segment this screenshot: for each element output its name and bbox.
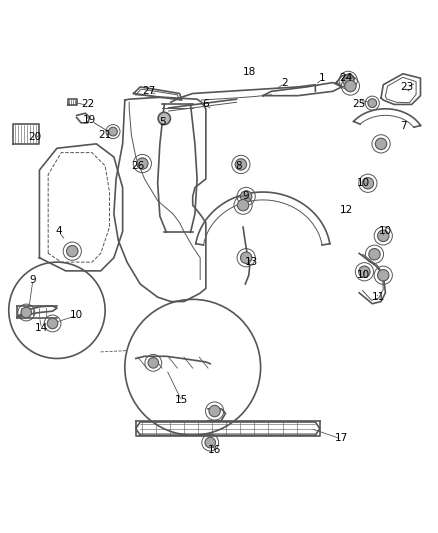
Circle shape	[237, 199, 249, 211]
Text: 8: 8	[235, 161, 242, 171]
Text: 5: 5	[159, 117, 166, 127]
Text: 2: 2	[281, 77, 288, 87]
Circle shape	[148, 358, 159, 368]
Text: 19: 19	[83, 115, 96, 125]
Text: 27: 27	[142, 86, 155, 96]
Text: 10: 10	[357, 178, 370, 188]
Circle shape	[109, 127, 117, 136]
Text: 7: 7	[399, 122, 406, 131]
Text: 9: 9	[29, 274, 36, 285]
Text: 14: 14	[35, 323, 48, 333]
Circle shape	[137, 158, 148, 169]
Text: 22: 22	[81, 100, 94, 109]
Circle shape	[378, 270, 389, 281]
Text: 13: 13	[245, 257, 258, 267]
Circle shape	[47, 318, 58, 329]
Text: 23: 23	[401, 82, 414, 92]
Text: 24: 24	[339, 73, 353, 83]
Circle shape	[345, 80, 356, 92]
Circle shape	[378, 230, 389, 241]
Text: 10: 10	[379, 227, 392, 237]
Text: 26: 26	[131, 161, 145, 171]
Text: 17: 17	[335, 433, 348, 443]
Text: 4: 4	[56, 227, 63, 237]
Text: 6: 6	[202, 100, 209, 109]
Text: 11: 11	[372, 292, 385, 302]
Circle shape	[209, 405, 220, 417]
Circle shape	[21, 307, 32, 318]
Text: 25: 25	[353, 100, 366, 109]
Text: 18: 18	[243, 67, 256, 77]
Text: 15: 15	[175, 395, 188, 405]
Circle shape	[368, 99, 377, 108]
Circle shape	[359, 266, 370, 278]
Text: 16: 16	[208, 445, 221, 455]
Text: 20: 20	[28, 132, 42, 142]
Circle shape	[205, 437, 215, 448]
Text: 12: 12	[339, 205, 353, 215]
Circle shape	[67, 246, 78, 257]
Text: 10: 10	[357, 270, 370, 280]
Text: 1: 1	[318, 73, 325, 83]
Circle shape	[343, 75, 354, 86]
Circle shape	[240, 191, 252, 202]
Text: 21: 21	[99, 130, 112, 140]
Circle shape	[375, 138, 387, 150]
Text: 10: 10	[70, 310, 83, 320]
Circle shape	[369, 248, 380, 260]
Circle shape	[158, 112, 170, 125]
Circle shape	[235, 159, 247, 170]
Circle shape	[362, 177, 374, 189]
Circle shape	[240, 252, 252, 263]
Text: 9: 9	[242, 191, 249, 201]
